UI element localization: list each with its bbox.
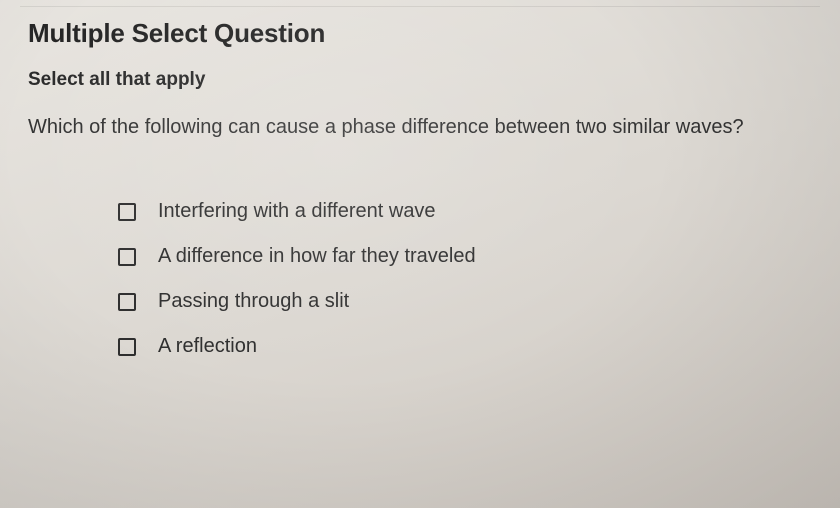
checkbox-icon[interactable] [118, 248, 136, 266]
question-type-heading: Multiple Select Question [28, 18, 812, 49]
option-label[interactable]: A reflection [158, 335, 257, 358]
option-row[interactable]: Interfering with a different wave [118, 200, 812, 223]
option-label[interactable]: A difference in how far they traveled [158, 245, 476, 268]
checkbox-icon[interactable] [118, 338, 136, 356]
option-row[interactable]: Passing through a slit [118, 290, 812, 313]
instruction-subheading: Select all that apply [28, 69, 812, 91]
option-label[interactable]: Interfering with a different wave [158, 200, 436, 223]
option-label[interactable]: Passing through a slit [158, 290, 349, 313]
checkbox-icon[interactable] [118, 293, 136, 311]
option-row[interactable]: A difference in how far they traveled [118, 245, 812, 268]
checkbox-icon[interactable] [118, 203, 136, 221]
option-row[interactable]: A reflection [118, 335, 812, 358]
question-text: Which of the following can cause a phase… [28, 113, 812, 142]
options-list: Interfering with a different wave A diff… [28, 200, 812, 358]
